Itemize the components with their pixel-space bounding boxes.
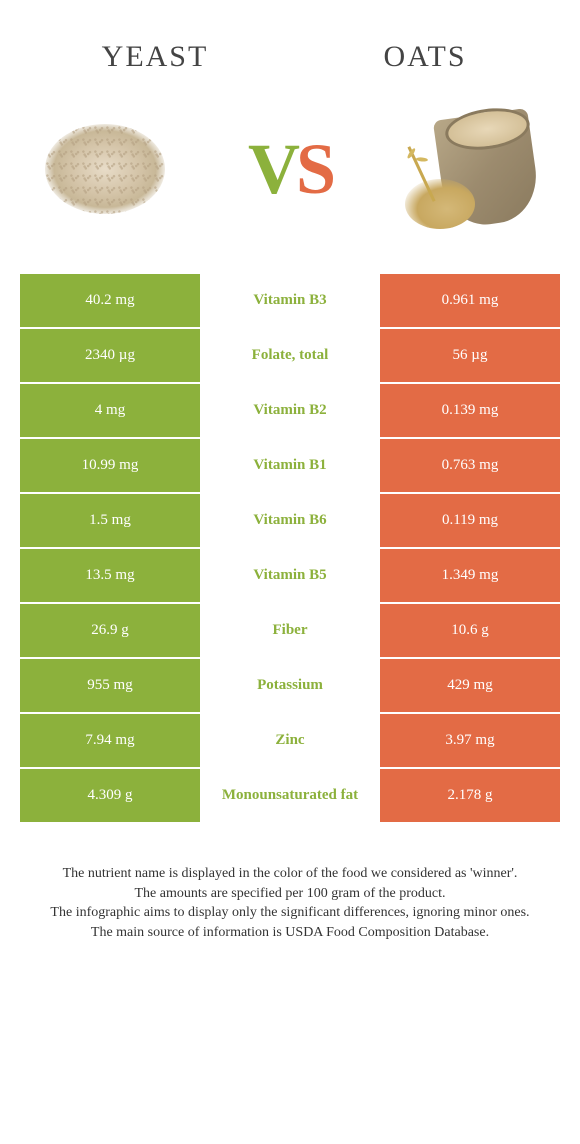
left-value: 1.5 mg	[20, 494, 200, 547]
footer-line: The nutrient name is displayed in the co…	[30, 864, 550, 884]
nutrient-name: Monounsaturated fat	[200, 769, 380, 822]
header: YEAST OATS	[0, 0, 580, 84]
left-value: 26.9 g	[20, 604, 200, 657]
table-row: 13.5 mgVitamin B51.349 mg	[20, 549, 560, 604]
left-value: 7.94 mg	[20, 714, 200, 767]
right-food-title: OATS	[290, 40, 560, 74]
table-row: 1.5 mgVitamin B60.119 mg	[20, 494, 560, 549]
left-value: 13.5 mg	[20, 549, 200, 602]
right-value: 0.763 mg	[380, 439, 560, 492]
vs-s-letter: S	[296, 129, 332, 209]
nutrient-name: Vitamin B1	[200, 439, 380, 492]
right-value: 429 mg	[380, 659, 560, 712]
table-row: 10.99 mgVitamin B10.763 mg	[20, 439, 560, 494]
nutrient-table: 40.2 mgVitamin B30.961 mg2340 µgFolate, …	[20, 274, 560, 824]
yeast-image	[30, 94, 180, 244]
table-row: 26.9 gFiber10.6 g	[20, 604, 560, 659]
vs-row: VS	[0, 84, 580, 274]
right-value: 2.178 g	[380, 769, 560, 822]
right-value: 0.139 mg	[380, 384, 560, 437]
right-value: 10.6 g	[380, 604, 560, 657]
left-value: 10.99 mg	[20, 439, 200, 492]
left-value: 40.2 mg	[20, 274, 200, 327]
oats-image	[400, 94, 550, 244]
table-row: 7.94 mgZinc3.97 mg	[20, 714, 560, 769]
table-row: 955 mgPotassium429 mg	[20, 659, 560, 714]
table-row: 4 mgVitamin B20.139 mg	[20, 384, 560, 439]
nutrient-name: Folate, total	[200, 329, 380, 382]
left-value: 4 mg	[20, 384, 200, 437]
nutrient-name: Vitamin B3	[200, 274, 380, 327]
left-value: 4.309 g	[20, 769, 200, 822]
footer-line: The main source of information is USDA F…	[30, 923, 550, 943]
right-value: 0.119 mg	[380, 494, 560, 547]
nutrient-name: Vitamin B5	[200, 549, 380, 602]
right-value: 1.349 mg	[380, 549, 560, 602]
footer-line: The infographic aims to display only the…	[30, 903, 550, 923]
right-value: 56 µg	[380, 329, 560, 382]
left-value: 955 mg	[20, 659, 200, 712]
table-row: 4.309 gMonounsaturated fat2.178 g	[20, 769, 560, 824]
right-value: 3.97 mg	[380, 714, 560, 767]
footer-line: The amounts are specified per 100 gram o…	[30, 884, 550, 904]
nutrient-name: Vitamin B6	[200, 494, 380, 547]
nutrient-name: Potassium	[200, 659, 380, 712]
left-food-title: YEAST	[20, 40, 290, 74]
right-value: 0.961 mg	[380, 274, 560, 327]
vs-v-letter: V	[248, 129, 296, 209]
nutrient-name: Fiber	[200, 604, 380, 657]
left-value: 2340 µg	[20, 329, 200, 382]
nutrient-name: Zinc	[200, 714, 380, 767]
footer-notes: The nutrient name is displayed in the co…	[0, 824, 580, 982]
table-row: 40.2 mgVitamin B30.961 mg	[20, 274, 560, 329]
table-row: 2340 µgFolate, total56 µg	[20, 329, 560, 384]
vs-label: VS	[248, 128, 332, 211]
nutrient-name: Vitamin B2	[200, 384, 380, 437]
